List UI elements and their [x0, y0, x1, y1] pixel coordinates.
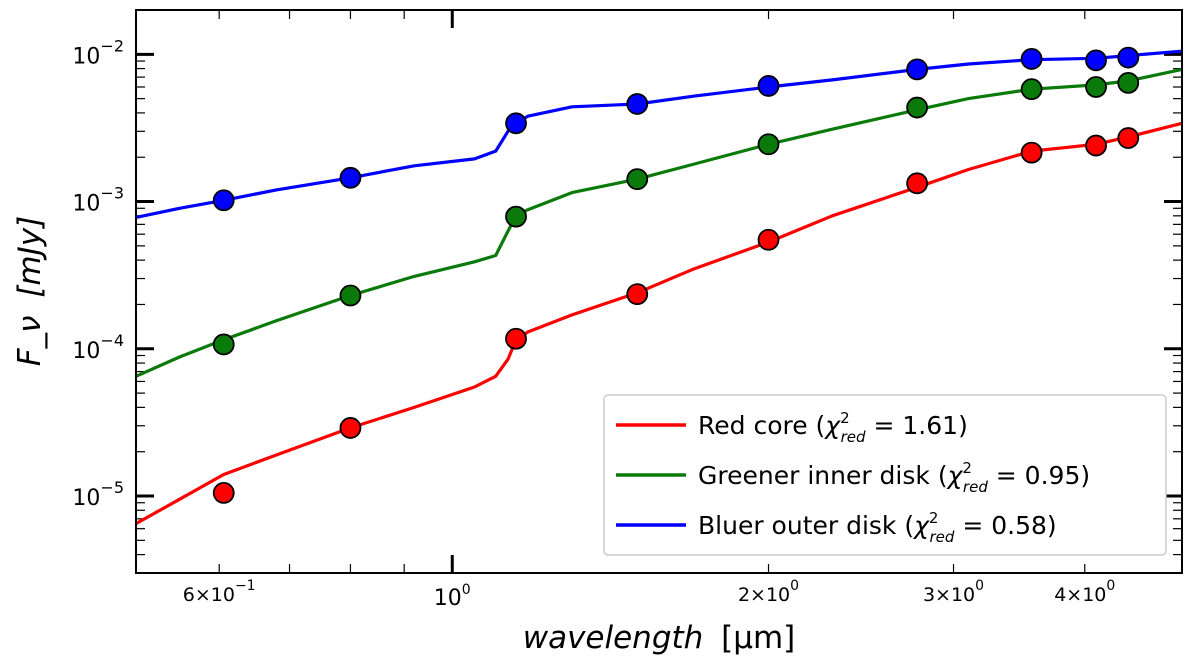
y-axis-label-unit: [mJy] [12, 216, 48, 298]
data-point [906, 172, 929, 195]
y-axis-label: F_ν [mJy] [12, 216, 48, 366]
legend-series-name: Bluer outer disk ( [698, 511, 914, 540]
data-point [1085, 134, 1107, 157]
y-tick-label-base: 10 [72, 44, 100, 69]
legend-chi-sup: 2 [962, 459, 972, 477]
x-tick-label-base: 6×10 [183, 584, 235, 606]
data-point [757, 133, 780, 156]
legend-chi-symbol: χ [946, 461, 964, 490]
data-points [212, 46, 1140, 504]
data-point [1117, 127, 1140, 149]
legend-chi-symbol: χ [912, 511, 930, 540]
x-tick-label-base: 2×10 [738, 584, 790, 606]
legend-label: Greener inner disk (χ2 red = 0.95) [698, 459, 1090, 496]
legend-label: Red core (χ2 red = 1.61) [698, 409, 968, 446]
legend-chi-sub: red [963, 478, 988, 496]
y-tick-label-base: 10 [72, 192, 100, 217]
data-point [757, 75, 780, 97]
x-tick-label-exp: −1 [235, 578, 256, 594]
data-point [212, 189, 235, 212]
x-tick-label-exp: 0 [975, 578, 984, 594]
y-tick-label-exp: −5 [100, 478, 124, 497]
legend-chi-sup: 2 [929, 509, 939, 527]
model-lines [135, 49, 1183, 525]
y-tick-label: 10−3 [72, 184, 124, 217]
legend: Red core (χ2 red = 1.61)Greener inner dis… [603, 394, 1167, 556]
data-point [1020, 78, 1043, 101]
data-point [1117, 46, 1140, 69]
data-point [505, 112, 527, 135]
x-tick-label: 6×10−1 [183, 578, 256, 606]
data-point [626, 93, 649, 115]
y-tick-label-exp: −3 [100, 184, 124, 203]
y-tick-label-base: 10 [72, 339, 100, 364]
legend-chi-symbol: χ [823, 411, 841, 440]
y-tick-label: 10−5 [72, 478, 124, 511]
legend-chi-sub: red [841, 428, 866, 446]
data-point [906, 96, 929, 119]
legend-box [603, 394, 1167, 556]
x-axis-label: wavelength [μm] [523, 620, 796, 656]
x-axis-label-unit: [μm] [721, 620, 795, 656]
data-point [212, 481, 235, 504]
series-line-2 [135, 49, 1183, 219]
legend-series-name: Greener inner disk ( [698, 461, 948, 490]
legend-chi-sub: red [929, 528, 954, 546]
series-line-1 [135, 67, 1183, 378]
data-point [1020, 141, 1043, 164]
x-axis-label-text: wavelength [523, 620, 704, 656]
data-point [339, 166, 362, 189]
legend-chi-value: = 1.61) [866, 411, 968, 440]
x-tick-label: 100 [434, 582, 471, 611]
data-point [505, 327, 527, 350]
data-point [339, 417, 362, 439]
y-axis-label-text: F_ν [12, 316, 48, 367]
data-point [1085, 76, 1107, 98]
tick-labels: 10−210−310−410−56×10−1 100 2×100 3×100 4×100 [72, 36, 1115, 611]
data-point [757, 228, 780, 251]
x-tick-label-exp: 0 [1106, 578, 1115, 594]
y-tick-label-exp: −2 [100, 36, 124, 55]
data-point [505, 205, 527, 228]
legend-chi-value: = 0.58) [954, 511, 1056, 540]
series-line-0 [135, 121, 1183, 525]
data-point [626, 168, 649, 191]
data-point [1117, 71, 1140, 94]
data-point [1020, 48, 1043, 70]
data-point [906, 58, 929, 81]
legend-chi-sup: 2 [840, 409, 850, 427]
x-tick-label-exp: 0 [462, 582, 471, 598]
y-tick-label: 10−4 [72, 331, 124, 364]
legend-chi-value: = 0.95) [988, 461, 1090, 490]
plot-frame [135, 9, 1183, 574]
data-point [212, 333, 235, 356]
x-tick-label-exp: 0 [790, 578, 799, 594]
y-tick-label: 10−2 [72, 36, 124, 69]
data-point [626, 283, 649, 306]
legend-series-name: Red core ( [698, 411, 825, 440]
x-tick-label-base: 4×10 [1054, 584, 1106, 606]
x-tick-label-base: 10 [434, 586, 462, 611]
x-tick-label: 3×100 [923, 578, 984, 606]
data-point [1085, 49, 1107, 72]
x-tick-label-base: 3×10 [923, 584, 975, 606]
y-tick-label-exp: −4 [100, 331, 124, 350]
data-point [339, 284, 362, 307]
legend-label: Bluer outer disk (χ2 red = 0.58) [698, 509, 1057, 546]
x-tick-label: 4×100 [1054, 578, 1115, 606]
x-tick-label: 2×100 [738, 578, 799, 606]
y-tick-label-base: 10 [72, 486, 100, 511]
